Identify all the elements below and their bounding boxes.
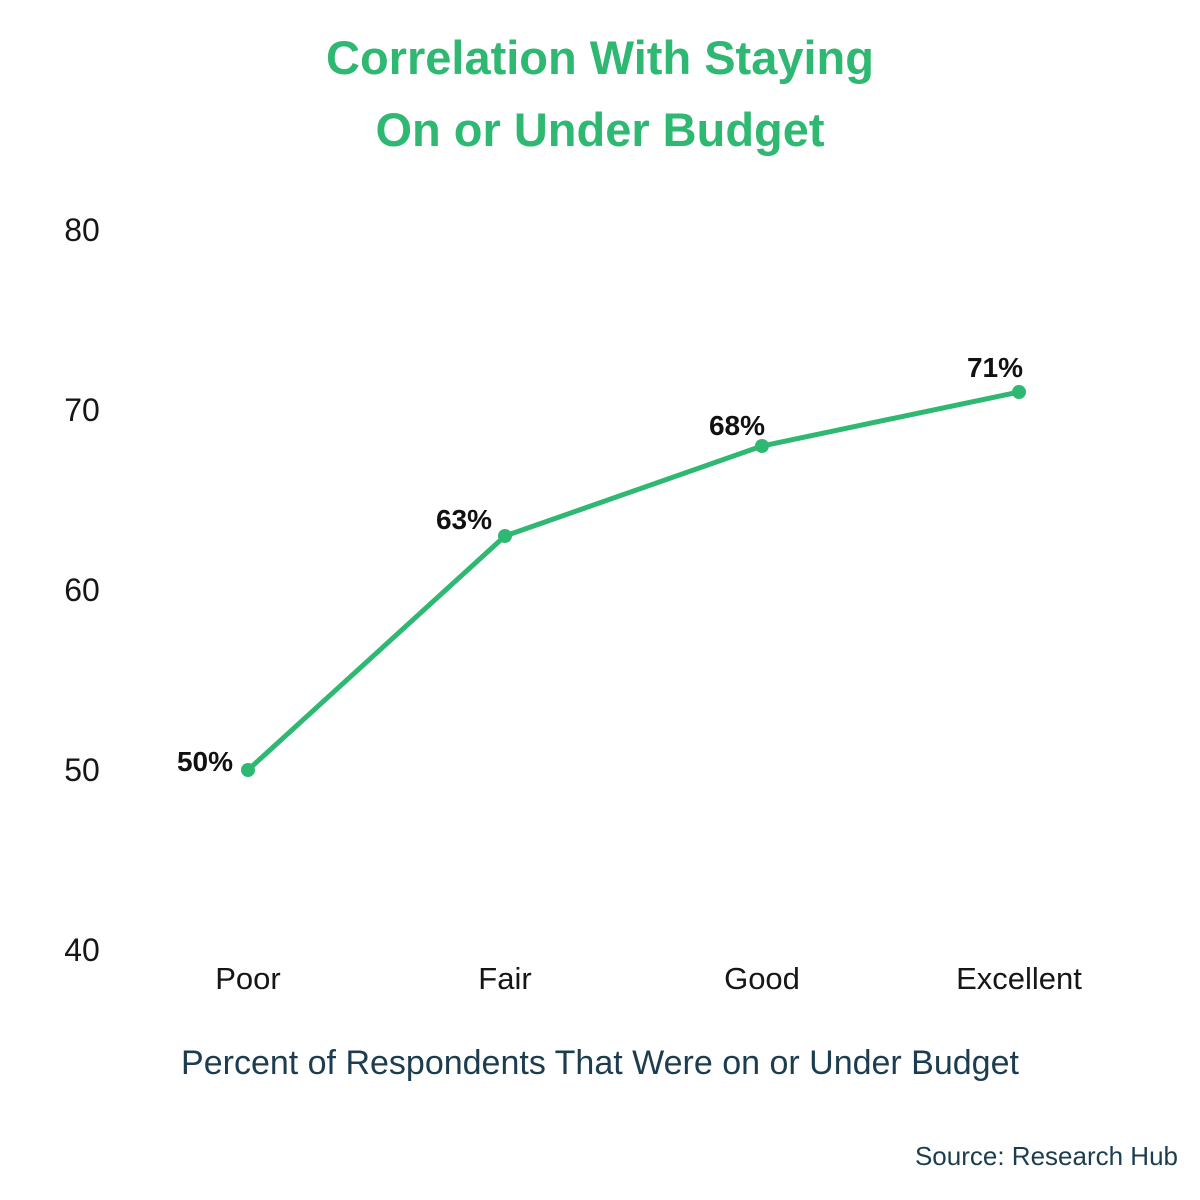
y-axis-tick-label-50: 50: [64, 752, 100, 788]
y-axis-tick-label-70: 70: [64, 392, 100, 428]
data-point-label-fair: 63%: [435, 504, 492, 535]
data-point-label-good: 68%: [708, 410, 765, 441]
data-point-label-poor: 50%: [176, 746, 233, 777]
source-credit: Source: Research Hub: [914, 1141, 1178, 1171]
chart-line: [245, 389, 1022, 773]
x-axis-category-label-excellent: Excellent: [956, 961, 1082, 996]
data-point-label-excellent: 71%: [966, 352, 1023, 383]
chart-title: Correlation With Staying On or Under Bud…: [0, 22, 1200, 166]
data-point-dot-poor: [241, 763, 255, 777]
y-axis-tick-label-80: 80: [64, 212, 100, 248]
x-axis-category-label-fair: Fair: [478, 961, 532, 996]
y-axis-tick-label-60: 60: [64, 572, 100, 608]
chart-title-line-2: On or Under Budget: [375, 103, 825, 156]
y-axis-tick-label-40: 40: [64, 932, 100, 968]
chart-title-line-1: Correlation With Staying: [326, 31, 874, 84]
data-point-dot-good: [755, 439, 769, 453]
x-axis-caption: Percent of Respondents That Were on or U…: [181, 1044, 1019, 1082]
data-point-dot-fair: [498, 529, 512, 543]
x-axis-category-label-poor: Poor: [215, 961, 281, 996]
x-axis-category-label-good: Good: [724, 961, 800, 996]
data-point-dot-excellent: [1012, 385, 1026, 399]
